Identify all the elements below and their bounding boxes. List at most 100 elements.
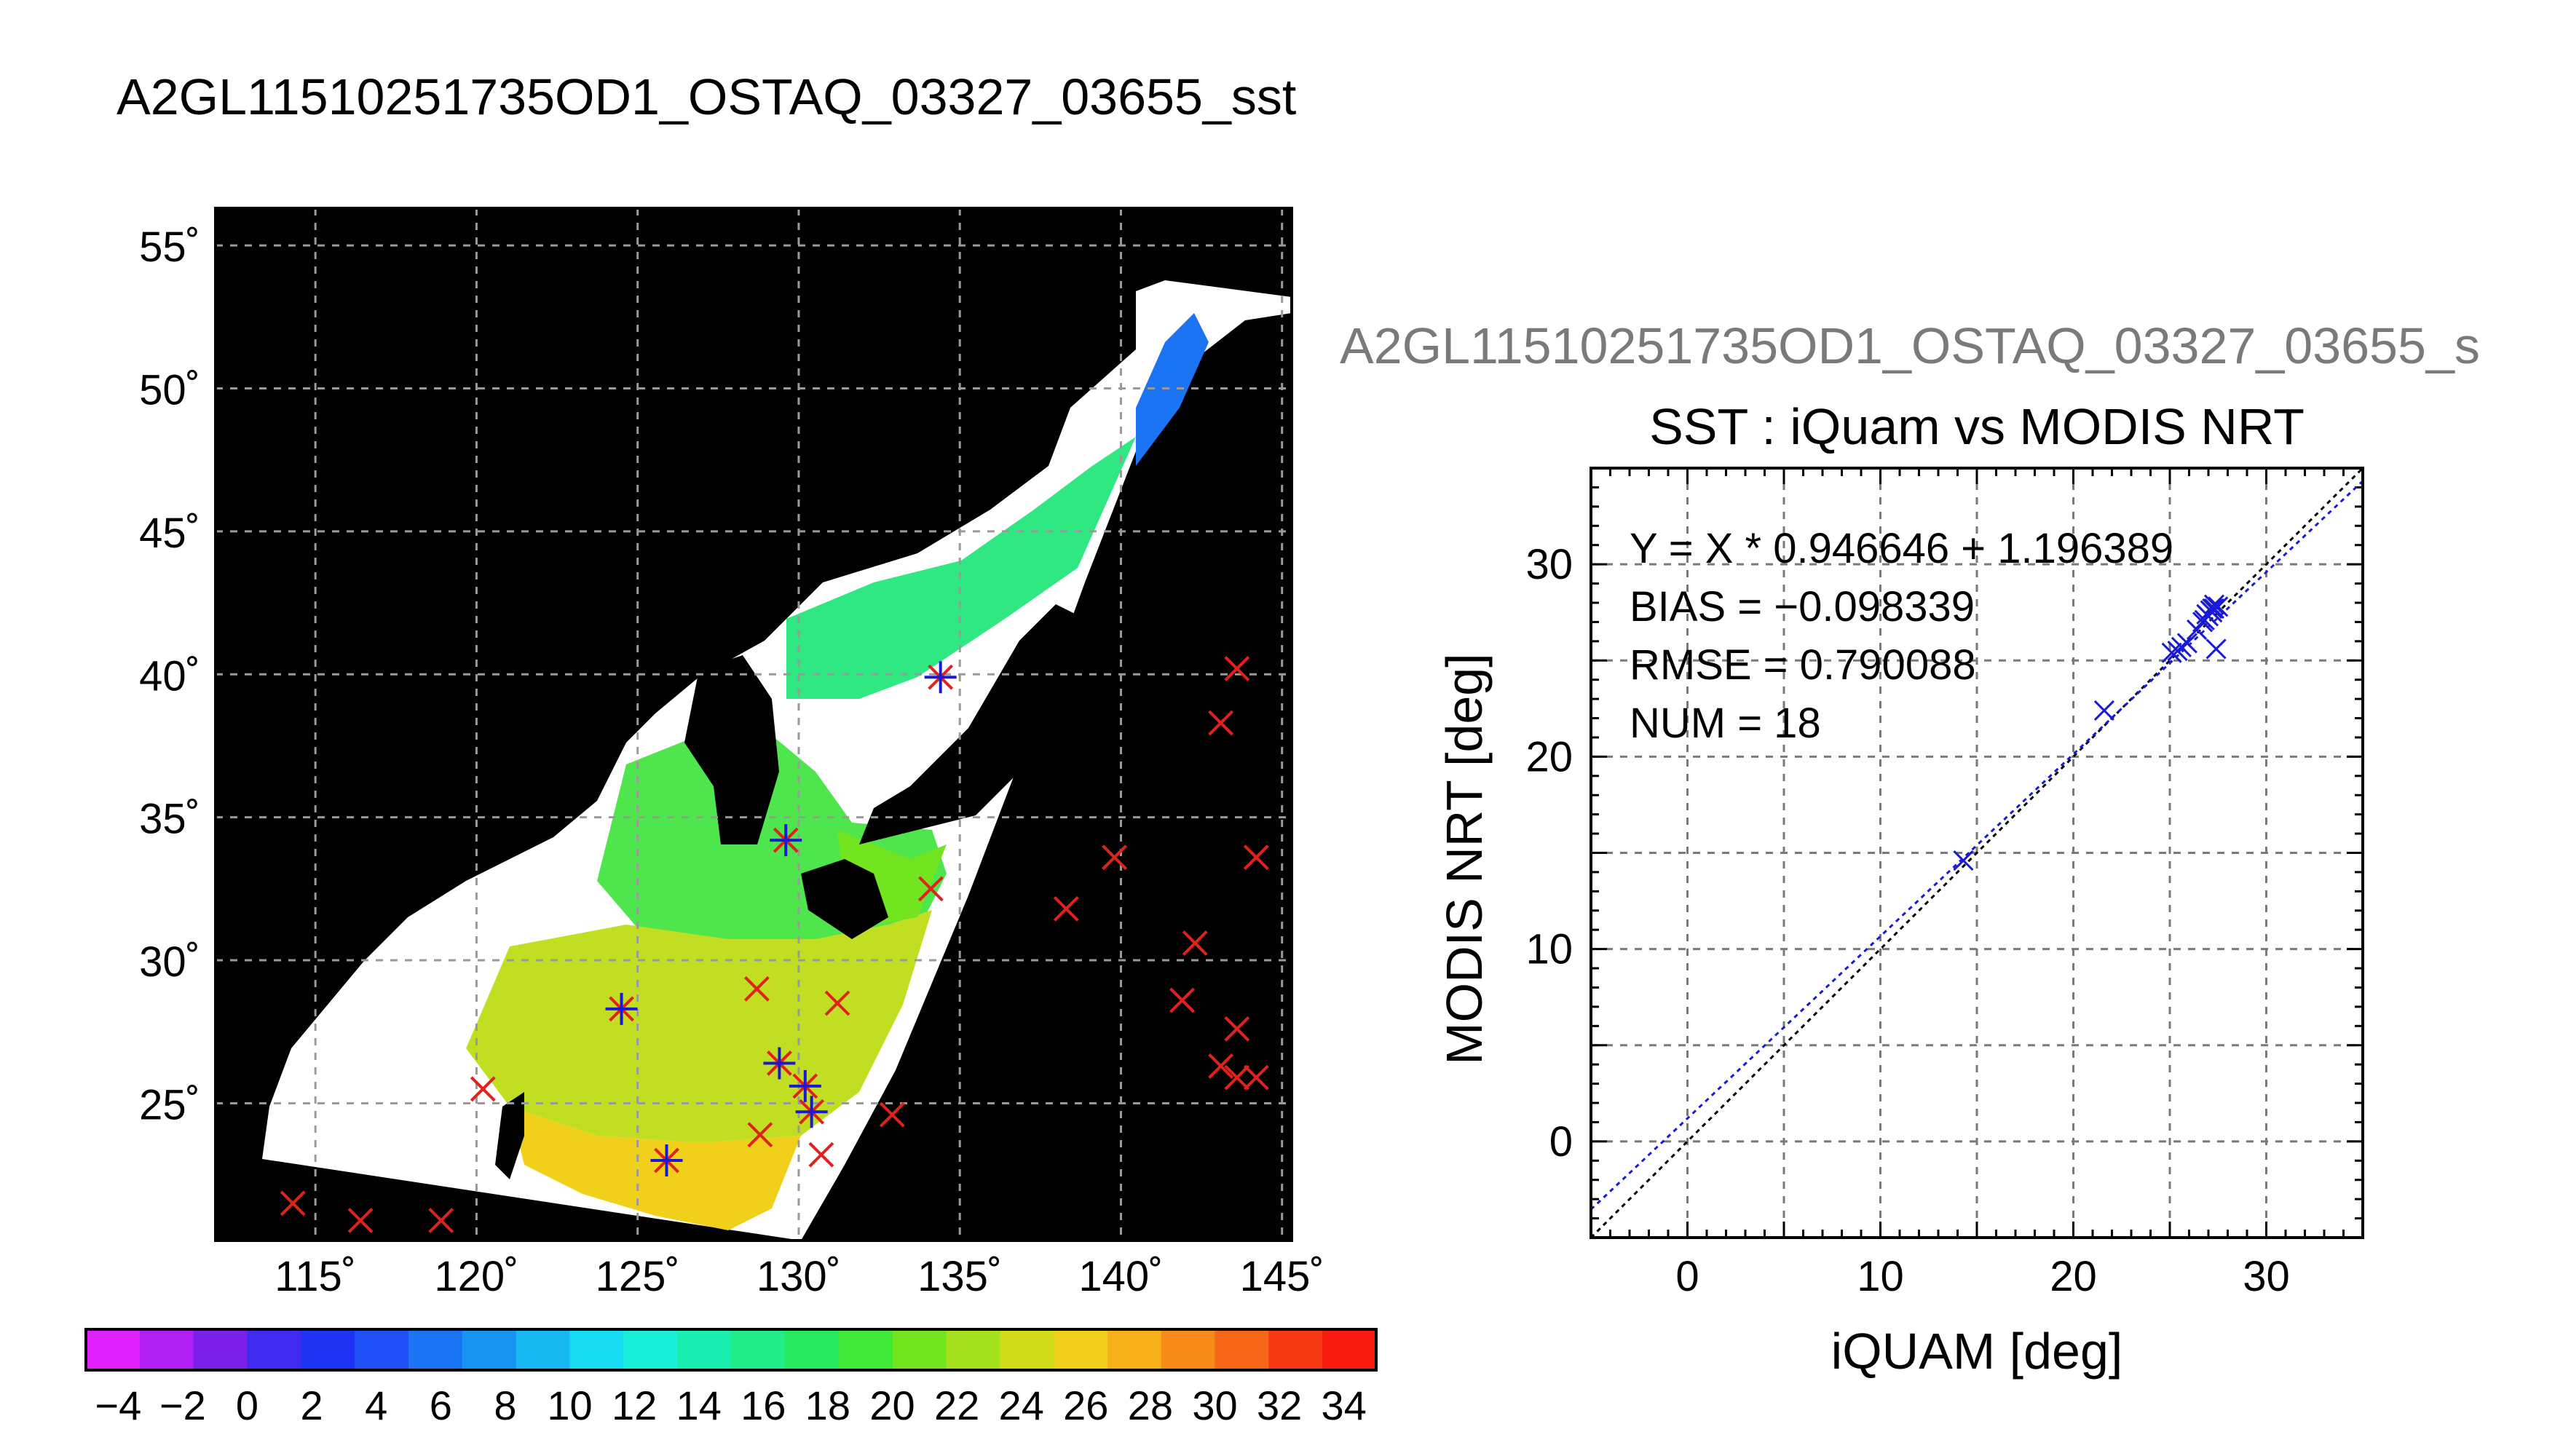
scatter-x-tick-label: 30 (2243, 1253, 2290, 1300)
colorbar-tick-label: −4 (95, 1382, 141, 1428)
map-lat-tick-label: 30˚ (139, 938, 200, 986)
colorbar-labels: −4 −2 0 2 4 6 8 10 12 14 16 18 20 22 24 26 28 30 32 34 (95, 1382, 1366, 1428)
sst-region-north (1136, 313, 1209, 466)
colorbar-tick-label: 2 (301, 1382, 323, 1428)
map-lat-tick-label: 50˚ (139, 366, 200, 414)
colorbar-segment (784, 1329, 840, 1370)
iquam-marker (1053, 895, 1079, 922)
colorbar-segment (408, 1329, 463, 1370)
colorbar-segment (1215, 1329, 1270, 1370)
iquam-marker (824, 990, 850, 1016)
colorbar-tick-label: 28 (1128, 1382, 1173, 1428)
colorbar-segment (139, 1329, 194, 1370)
scatter-y-tick-labels: 0 10 20 30 (1525, 541, 1573, 1166)
colorbar-segment (1161, 1329, 1216, 1370)
colorbar-tick-label: 30 (1192, 1382, 1237, 1428)
iquam-marker (1182, 930, 1208, 956)
scatter-xlabel: iQUAM [deg] (1831, 1323, 2123, 1380)
sst-region-south (510, 1107, 801, 1230)
iquam-marker (1224, 1016, 1250, 1042)
scatter-title: SST : iQuam vs MODIS NRT (1649, 398, 2305, 455)
colorbar-border (84, 1328, 1378, 1372)
iquam-marker (1243, 1064, 1269, 1091)
colorbar-tick-label: 32 (1257, 1382, 1302, 1428)
iquam-marker (1102, 844, 1128, 871)
land-japan-honshu (859, 604, 1099, 844)
map-markers (280, 655, 1269, 1233)
main-title: A2GL11510251735OD1_OSTAQ_03327_03655_sst (117, 68, 1297, 125)
scatter-y-tick-label: 10 (1525, 926, 1573, 973)
colorbar-segment (193, 1329, 248, 1370)
colorbar-tick-label: 4 (365, 1382, 387, 1428)
colorbar-segment (1000, 1329, 1054, 1370)
scatter-annotation: RMSE = 0.790088 (1630, 641, 1976, 689)
iquam-marker (428, 1208, 454, 1233)
colorbar-segment (731, 1329, 786, 1370)
scatter-frame (1590, 467, 2364, 1239)
map-lat-tick-label: 55˚ (139, 223, 200, 271)
colorbar-tick-label: 26 (1063, 1382, 1108, 1428)
colorbar-tick-label: 0 (236, 1382, 258, 1428)
map-lat-tick-label: 40˚ (139, 652, 200, 700)
map-lon-tick-label: 135˚ (917, 1253, 1002, 1300)
colorbar-segment (946, 1329, 1001, 1370)
regression-line (1591, 480, 2363, 1211)
map-lon-tick-label: 145˚ (1240, 1253, 1324, 1300)
map-border (214, 207, 1293, 1242)
colorbar-tick-label: 34 (1322, 1382, 1367, 1428)
colorbar-segment (623, 1329, 679, 1370)
colorbar-tick-label: 20 (869, 1382, 915, 1428)
scatter-annotation: Y = X * 0.946646 + 1.196389 (1630, 525, 2173, 572)
map-lat-labels: 55˚ 50˚ 45˚ 40˚ 35˚ 30˚ 25˚ (139, 223, 200, 1128)
map-lon-labels: 115˚ 120˚ 125˚ 130˚ 135˚ 140˚ 145˚ (275, 1253, 1324, 1300)
colorbar-segment (247, 1329, 302, 1370)
scatter-point (2171, 636, 2192, 657)
iquam-marker (1208, 710, 1234, 736)
scatter-annotations: Y = X * 0.946646 + 1.196389 BIAS = −0.098… (1630, 525, 2173, 747)
scatter-point (1953, 850, 1974, 871)
scatter-point (2205, 638, 2227, 660)
plot-subtitle: A2GL11510251735OD1_OSTAQ_03327_03655_s (1340, 317, 2480, 374)
colorbar-segment (301, 1329, 356, 1370)
iquam-marker (1169, 987, 1195, 1013)
scatter-point (2187, 619, 2208, 641)
colorbar-tick-label: −2 (159, 1382, 206, 1428)
scatter-point (2203, 594, 2225, 615)
colorbar-segment (1322, 1329, 1377, 1370)
colorbar-segment (838, 1329, 893, 1370)
map-lon-tick-label: 115˚ (275, 1253, 356, 1300)
map-lon-tick-label: 125˚ (596, 1253, 680, 1300)
scatter-y-tick-label: 20 (1525, 733, 1573, 780)
scatter-y-tick-label: 30 (1525, 541, 1573, 588)
iquam-marker (1208, 1053, 1234, 1079)
scatter-point (2203, 598, 2225, 619)
scatter-x-tick-labels: 0 10 20 30 (1675, 1253, 2289, 1300)
scatter-point (2194, 609, 2215, 630)
land-korea (684, 655, 779, 844)
one-to-one-line (1591, 468, 2363, 1238)
colorbar-segment (892, 1329, 947, 1370)
scatter-annotation: NUM = 18 (1630, 700, 1821, 747)
sst-region-japan-sea (786, 437, 1136, 699)
colorbar-segment (1268, 1329, 1324, 1370)
map-lat-tick-label: 35˚ (139, 796, 200, 843)
land-taiwan (495, 1092, 524, 1179)
iquam-marker (347, 1208, 374, 1233)
colorbar-segment (516, 1329, 571, 1370)
iquam-marker (1224, 1064, 1250, 1091)
scatter-x-tick-label: 0 (1675, 1253, 1699, 1300)
iquam-marker (808, 1142, 834, 1168)
colorbar-tick-label: 18 (805, 1382, 850, 1428)
iquam-marker (1243, 844, 1269, 871)
map-graticule (216, 208, 1292, 1241)
iquam-marker (879, 1101, 905, 1128)
iquam-marker (917, 876, 944, 902)
iquam-marker (280, 1190, 306, 1216)
colorbar-tick-label: 12 (612, 1382, 657, 1428)
map-lon-tick-label: 140˚ (1078, 1253, 1163, 1300)
scatter-x-tick-label: 10 (1857, 1253, 1904, 1300)
iquam-marker (470, 1076, 496, 1102)
colorbar-segment (1107, 1329, 1162, 1370)
scatter-point (2093, 700, 2114, 721)
